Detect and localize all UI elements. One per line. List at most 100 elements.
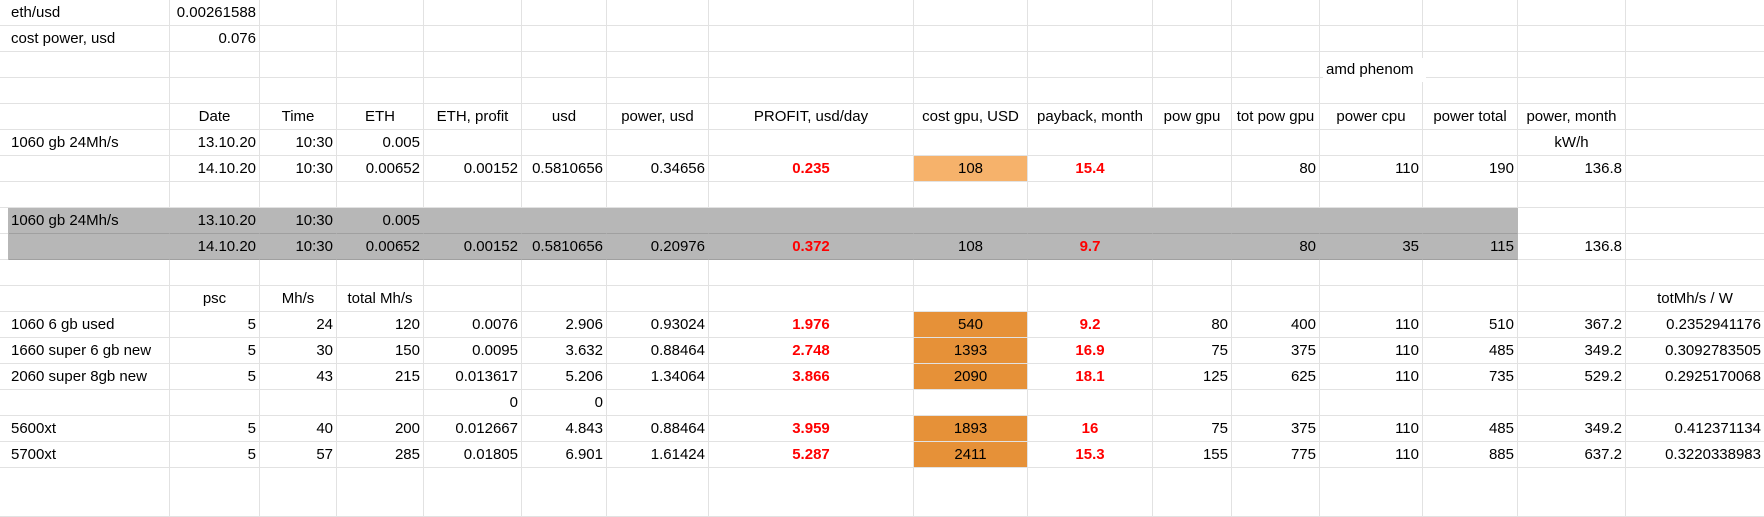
sheet-cell[interactable]: 0.076 — [170, 26, 260, 52]
sheet-cell[interactable]: 485 — [1423, 338, 1518, 364]
sheet-cell[interactable] — [522, 26, 607, 52]
sheet-cell[interactable] — [1320, 208, 1423, 234]
sheet-cell[interactable]: 15.3 — [1028, 442, 1153, 468]
sheet-cell[interactable] — [914, 208, 1028, 234]
sheet-cell[interactable] — [1320, 26, 1423, 52]
sheet-cell[interactable]: 1060 gb 24Mh/s — [8, 130, 170, 156]
sheet-cell[interactable]: 0.372 — [709, 234, 914, 260]
sheet-cell[interactable]: 120 — [337, 312, 424, 338]
sheet-cell[interactable] — [1232, 130, 1320, 156]
sheet-cell[interactable] — [1028, 52, 1153, 78]
sheet-cell[interactable] — [1626, 130, 1764, 156]
sheet-cell[interactable]: 637.2 — [1518, 442, 1626, 468]
sheet-cell[interactable]: 16.9 — [1028, 338, 1153, 364]
sheet-cell[interactable] — [607, 286, 709, 312]
sheet-cell[interactable] — [1320, 260, 1423, 286]
sheet-cell[interactable] — [709, 52, 914, 78]
sheet-cell[interactable]: 0 — [522, 390, 607, 416]
sheet-cell[interactable] — [424, 208, 522, 234]
sheet-cell[interactable]: tot pow gpu — [1232, 104, 1320, 130]
sheet-cell[interactable]: 285 — [337, 442, 424, 468]
sheet-cell[interactable]: 24 — [260, 312, 337, 338]
sheet-cell[interactable]: 200 — [337, 416, 424, 442]
sheet-cell[interactable] — [1153, 182, 1232, 208]
sheet-cell[interactable]: 4.843 — [522, 416, 607, 442]
sheet-cell[interactable] — [337, 182, 424, 208]
sheet-cell[interactable] — [1153, 78, 1232, 104]
sheet-cell[interactable] — [607, 0, 709, 26]
sheet-cell[interactable]: 5 — [170, 442, 260, 468]
sheet-cell[interactable] — [8, 156, 170, 182]
sheet-cell[interactable]: power cpu — [1320, 104, 1423, 130]
sheet-cell[interactable] — [522, 182, 607, 208]
sheet-cell[interactable]: 110 — [1320, 416, 1423, 442]
sheet-cell[interactable] — [170, 182, 260, 208]
sheet-cell[interactable] — [1232, 468, 1320, 517]
sheet-cell[interactable] — [607, 468, 709, 517]
sheet-cell[interactable] — [709, 390, 914, 416]
sheet-cell[interactable]: 35 — [1320, 234, 1423, 260]
sheet-cell[interactable]: 14.10.20 — [170, 156, 260, 182]
sheet-cell[interactable] — [1153, 468, 1232, 517]
sheet-cell[interactable] — [607, 208, 709, 234]
sheet-cell[interactable]: 0.01805 — [424, 442, 522, 468]
sheet-cell[interactable] — [607, 130, 709, 156]
sheet-cell[interactable]: 400 — [1232, 312, 1320, 338]
sheet-cell[interactable]: 1893 — [914, 416, 1028, 442]
sheet-cell[interactable] — [170, 468, 260, 517]
sheet-cell[interactable]: 16 — [1028, 416, 1153, 442]
sheet-cell[interactable]: 10:30 — [260, 208, 337, 234]
sheet-cell[interactable]: 5 — [170, 416, 260, 442]
sheet-cell[interactable] — [914, 468, 1028, 517]
sheet-cell[interactable]: 5600xt — [8, 416, 170, 442]
sheet-cell[interactable]: 510 — [1423, 312, 1518, 338]
sheet-cell[interactable]: 0.00261588 — [170, 0, 260, 26]
sheet-cell[interactable]: 0.0095 — [424, 338, 522, 364]
sheet-cell[interactable]: 1060 6 gb used — [8, 312, 170, 338]
sheet-cell[interactable] — [8, 286, 170, 312]
sheet-cell[interactable]: cost gpu, USD — [914, 104, 1028, 130]
sheet-cell[interactable]: 0.88464 — [607, 416, 709, 442]
sheet-cell[interactable]: 57 — [260, 442, 337, 468]
sheet-cell[interactable]: usd — [522, 104, 607, 130]
sheet-cell[interactable] — [1320, 286, 1423, 312]
sheet-cell[interactable] — [1626, 52, 1764, 78]
sheet-cell[interactable] — [1153, 130, 1232, 156]
sheet-cell[interactable] — [8, 468, 170, 517]
sheet-cell[interactable] — [1626, 0, 1764, 26]
sheet-cell[interactable] — [522, 286, 607, 312]
sheet-cell[interactable]: 0.5810656 — [522, 234, 607, 260]
sheet-cell[interactable] — [1153, 208, 1232, 234]
sheet-cell[interactable] — [709, 286, 914, 312]
sheet-cell[interactable]: 0.005 — [337, 130, 424, 156]
sheet-cell[interactable] — [1423, 78, 1518, 104]
sheet-cell[interactable] — [914, 130, 1028, 156]
sheet-cell[interactable]: 0.93024 — [607, 312, 709, 338]
sheet-cell[interactable]: 215 — [337, 364, 424, 390]
sheet-cell[interactable] — [709, 468, 914, 517]
sheet-cell[interactable] — [1153, 260, 1232, 286]
sheet-cell[interactable] — [914, 52, 1028, 78]
sheet-cell[interactable]: 115 — [1423, 234, 1518, 260]
sheet-cell[interactable] — [424, 182, 522, 208]
sheet-cell[interactable]: 110 — [1320, 442, 1423, 468]
sheet-cell[interactable]: ETH, profit — [424, 104, 522, 130]
sheet-cell[interactable] — [424, 286, 522, 312]
sheet-cell[interactable] — [607, 26, 709, 52]
sheet-cell[interactable] — [1518, 52, 1626, 78]
sheet-cell[interactable] — [1028, 468, 1153, 517]
sheet-cell[interactable]: 0.235 — [709, 156, 914, 182]
sheet-cell[interactable]: 10:30 — [260, 234, 337, 260]
sheet-cell[interactable]: 155 — [1153, 442, 1232, 468]
sheet-cell[interactable]: total Mh/s — [337, 286, 424, 312]
sheet-cell[interactable]: 529.2 — [1518, 364, 1626, 390]
sheet-cell[interactable]: 3.632 — [522, 338, 607, 364]
sheet-cell[interactable]: 13.10.20 — [170, 208, 260, 234]
sheet-cell[interactable]: 80 — [1232, 156, 1320, 182]
sheet-cell[interactable] — [1626, 26, 1764, 52]
sheet-cell[interactable]: 0.2352941176 — [1626, 312, 1764, 338]
sheet-cell[interactable] — [260, 78, 337, 104]
sheet-cell[interactable]: cost power, usd — [8, 26, 170, 52]
sheet-cell[interactable]: 150 — [337, 338, 424, 364]
